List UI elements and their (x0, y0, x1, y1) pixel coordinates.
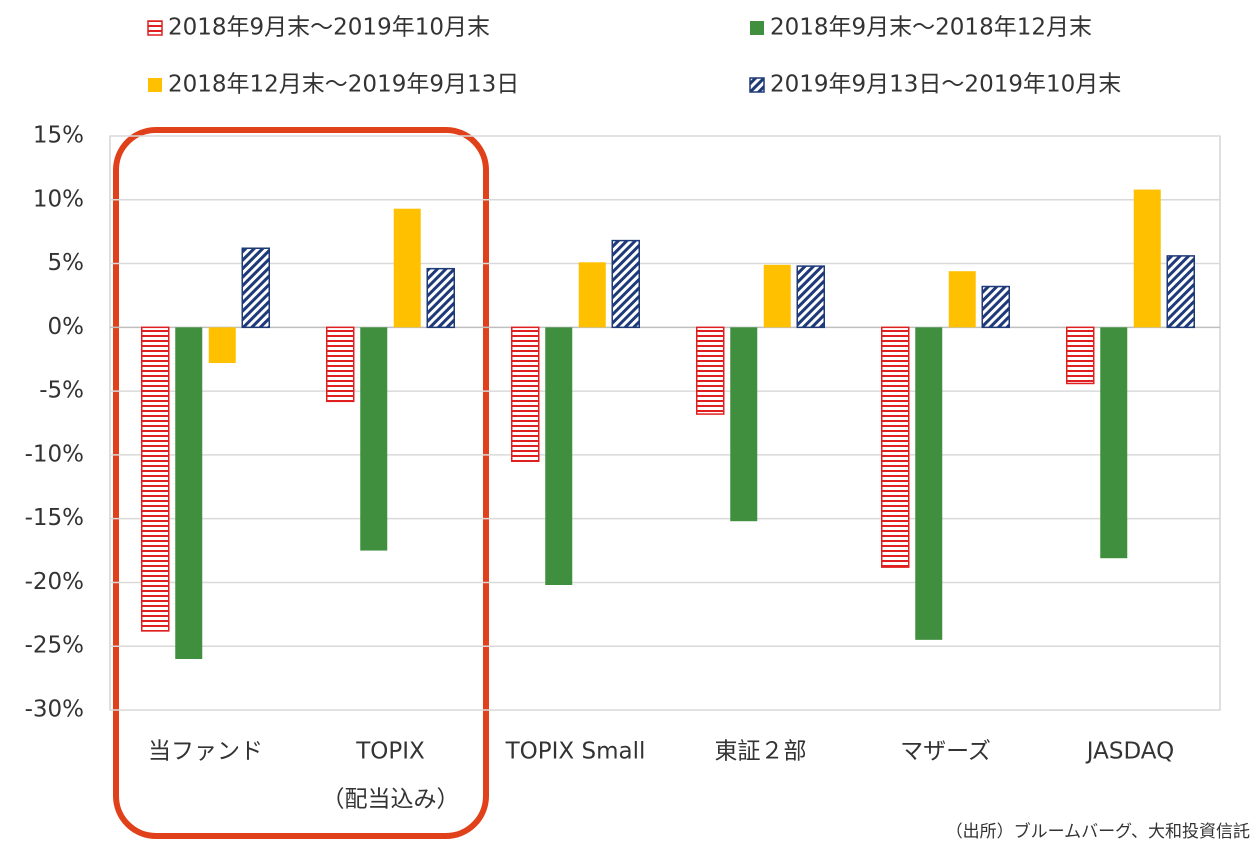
x-tick-label: （配当込み） (322, 787, 460, 813)
bar (696, 326, 725, 415)
y-tick-label: 5% (48, 250, 85, 276)
y-tick-label: -5% (39, 378, 84, 404)
legend-swatch (750, 21, 764, 35)
legend-swatch (749, 77, 765, 93)
legend-label: 2018年12月末～2019年9月13日 (168, 72, 519, 98)
bar (1166, 255, 1195, 329)
bar (796, 265, 825, 329)
y-tick-label: 0% (48, 314, 85, 340)
legend-label: 2018年9月末～2019年10月末 (168, 15, 490, 41)
bar (393, 208, 421, 328)
bar (426, 267, 455, 329)
y-tick-label: -25% (25, 633, 84, 659)
bar (360, 327, 388, 551)
legend-label: 2019年9月13日～2019年10月末 (770, 72, 1121, 98)
x-tick-label: マザーズ (900, 739, 991, 765)
x-tick-label: JASDAQ (1085, 739, 1174, 765)
bar (578, 262, 606, 328)
bar (611, 239, 640, 329)
y-tick-label: 10% (33, 186, 84, 212)
bar (208, 327, 236, 364)
legend-swatch (148, 78, 162, 92)
source-note: （出所）ブルームバーグ、大和投資信託 (946, 821, 1250, 842)
bar (948, 271, 976, 328)
bar (545, 327, 573, 585)
plot-frame (109, 135, 1221, 711)
bar (1100, 327, 1128, 559)
y-tick-label: -20% (25, 569, 84, 595)
y-tick-label: -10% (25, 441, 84, 467)
x-tick-label: TOPIX Small (505, 739, 646, 765)
y-tick-label: 15% (33, 123, 84, 149)
x-tick-label: 東証２部 (715, 739, 807, 765)
x-tick-label: TOPIX (355, 739, 425, 765)
bar (981, 285, 1010, 329)
y-tick-label: -15% (25, 505, 84, 531)
bar (241, 247, 270, 329)
bar (881, 326, 910, 568)
legend-swatch (147, 20, 163, 36)
bar (915, 327, 943, 640)
y-tick-label: -30% (25, 697, 84, 723)
bar (763, 264, 791, 328)
bar (326, 326, 355, 403)
bar (511, 326, 540, 463)
bar (730, 327, 758, 522)
bar (1066, 326, 1095, 385)
bar (1133, 189, 1161, 328)
x-tick-label: 当ファンド (148, 739, 263, 765)
highlight-box (113, 127, 489, 839)
bar (141, 326, 170, 632)
bar (175, 327, 203, 659)
legend-label: 2018年9月末～2018年12月末 (770, 15, 1092, 41)
